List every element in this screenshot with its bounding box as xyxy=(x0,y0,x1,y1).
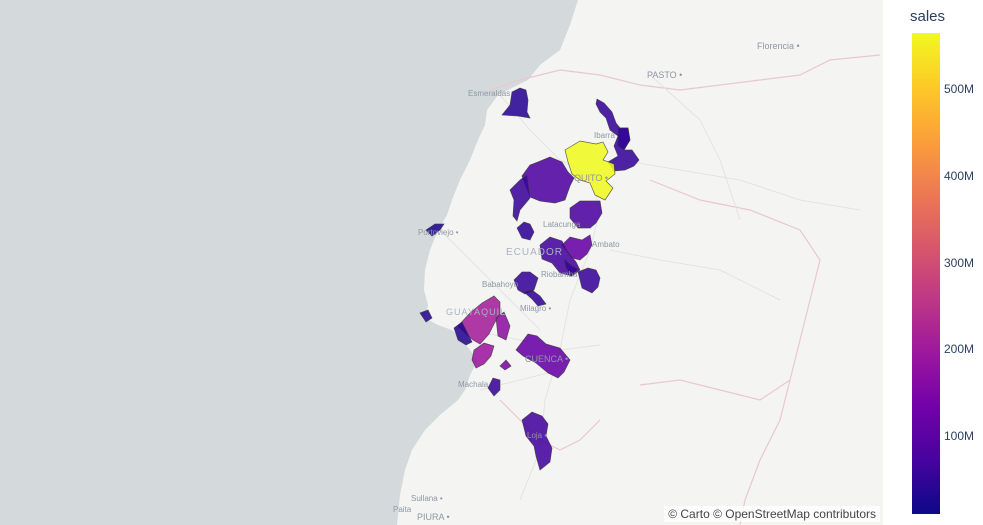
region-bolivar[interactable] xyxy=(563,258,579,277)
place-label: Babahoyo xyxy=(482,280,519,289)
map-view[interactable]: Florencia • PASTO • Esmeraldas Ibarra QUITO … xyxy=(0,0,883,525)
map-attribution[interactable]: © Carto © OpenStreetMap contributors xyxy=(664,506,880,522)
region-santo-domingo[interactable] xyxy=(521,156,575,204)
colorbar-tick-label: 200M xyxy=(944,342,975,357)
place-label: GUAYAQUIL xyxy=(446,307,506,317)
place-label: Riobamba xyxy=(541,270,578,279)
colorbar-tick-label: 500M xyxy=(944,82,975,97)
region-pichincha-quito[interactable] xyxy=(564,140,616,201)
place-label: Esmeraldas xyxy=(468,89,510,98)
map-canvas[interactable]: Florencia • PASTO • Esmeraldas Ibarra QUITO … xyxy=(0,0,883,525)
region-carchi-imbabura[interactable] xyxy=(595,98,640,172)
region-cotopaxi-small[interactable] xyxy=(516,221,535,241)
region-latacunga[interactable] xyxy=(569,200,603,229)
colorbar-tick-label: 400M xyxy=(944,169,975,183)
roads xyxy=(439,74,861,501)
colorbar-tick-label: 100M xyxy=(944,429,975,443)
colorbar-tick-label: 300M xyxy=(944,255,975,270)
region-el-oro-south[interactable] xyxy=(487,377,501,397)
place-label: Ambato xyxy=(592,240,620,249)
place-label: CUENCA • xyxy=(525,354,568,364)
colorbar-title: sales xyxy=(910,8,946,25)
place-label: Latacunga xyxy=(543,220,581,229)
region-esmeraldas[interactable] xyxy=(501,87,531,119)
place-label: PASTO • xyxy=(647,70,682,80)
region-cuenca-azuay[interactable] xyxy=(515,333,571,379)
place-label: Ibarra xyxy=(594,131,615,140)
ocean xyxy=(0,0,578,525)
place-label: QUITO • xyxy=(574,173,608,183)
place-label: Portoviejo • xyxy=(418,228,459,237)
place-label: Milagro • xyxy=(520,304,551,313)
country-borders xyxy=(489,54,881,525)
place-label: Sullana • xyxy=(411,494,443,503)
region-milagro[interactable] xyxy=(523,289,547,307)
region-playas[interactable] xyxy=(419,309,433,323)
region-daule-east[interactable] xyxy=(495,311,511,341)
place-label: ECUADOR xyxy=(506,247,563,258)
place-labels: Florencia • PASTO • Esmeraldas Ibarra QUITO … xyxy=(393,41,800,522)
region-manabi-coast[interactable] xyxy=(425,223,445,237)
place-label: Paita xyxy=(393,505,412,514)
colorbar-gradient xyxy=(912,33,940,514)
region-puyo-east[interactable] xyxy=(577,267,601,294)
region-los-rios-north[interactable] xyxy=(509,174,531,222)
place-label: PIURA • xyxy=(417,512,450,522)
region-imbabura-north[interactable] xyxy=(617,127,631,151)
place-label: Florencia • xyxy=(757,41,800,51)
colorbar: sales 100M 200M 300M 400M 500M xyxy=(883,0,983,525)
region-loja[interactable] xyxy=(521,411,553,471)
place-label: Machala xyxy=(458,380,489,389)
place-label: Loja • xyxy=(527,431,547,440)
region-pasaje[interactable] xyxy=(499,359,512,371)
region-babahoyo[interactable] xyxy=(513,271,539,295)
choropleth-regions xyxy=(419,87,640,471)
region-santa-elena[interactable] xyxy=(453,321,473,346)
region-machala-el-oro[interactable] xyxy=(471,342,495,369)
